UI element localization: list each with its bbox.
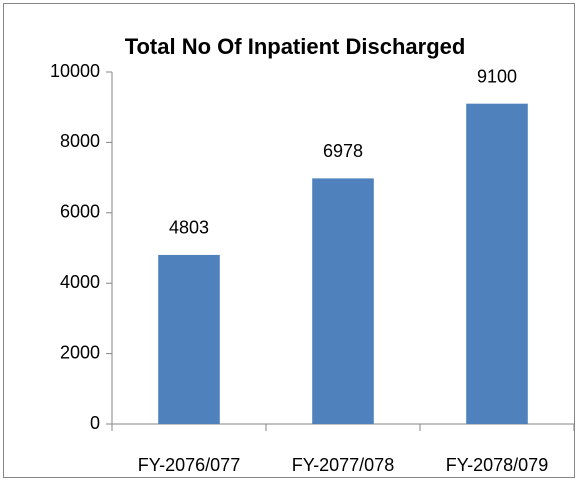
x-tick-label: FY-2077/078 <box>292 455 394 475</box>
data-label: 9100 <box>477 66 517 86</box>
y-tick-label: 0 <box>90 413 100 433</box>
data-label: 6978 <box>323 141 363 161</box>
bar <box>158 254 220 424</box>
bar <box>312 178 374 424</box>
chart-title: Total No Of Inpatient Discharged <box>125 34 466 59</box>
y-tick-label: 2000 <box>60 342 100 362</box>
y-tick-label: 4000 <box>60 272 100 292</box>
bar <box>466 103 528 425</box>
y-tick-label: 10000 <box>50 61 100 81</box>
y-tick-label: 6000 <box>60 202 100 222</box>
x-tick-label: FY-2078/079 <box>446 455 548 475</box>
y-tick-label: 8000 <box>60 131 100 151</box>
x-tick-label: FY-2076/077 <box>138 455 240 475</box>
data-label: 4803 <box>169 218 209 238</box>
